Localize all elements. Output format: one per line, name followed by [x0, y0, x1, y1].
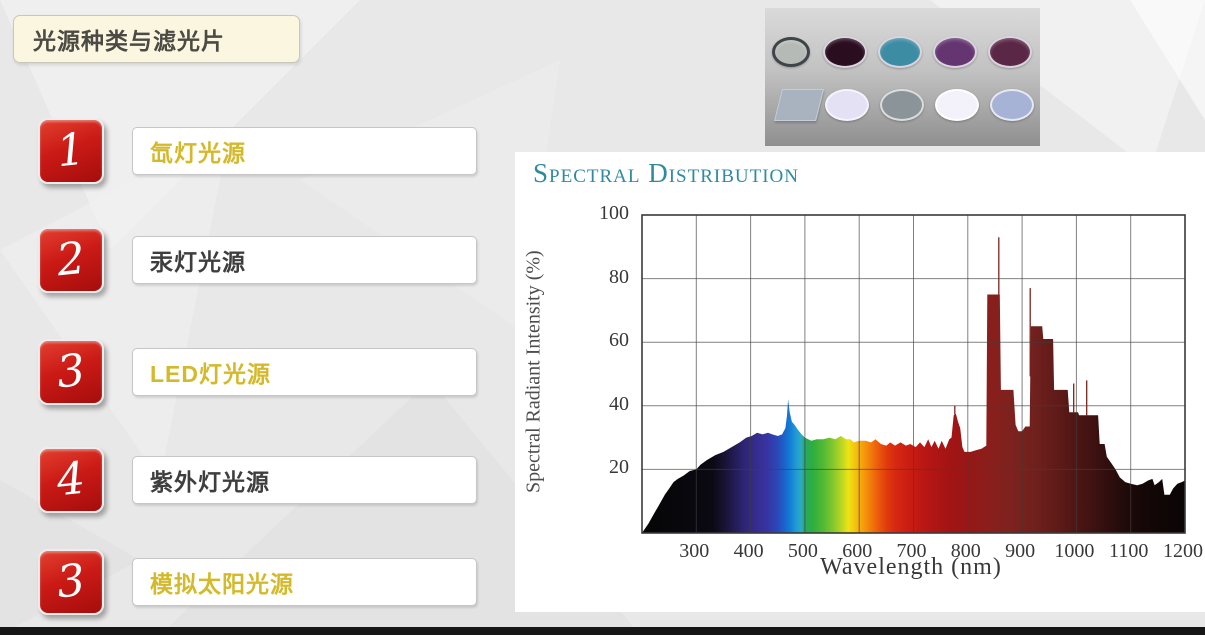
x-axis-label: Wavelength (nm): [820, 554, 1002, 580]
item-label: LED灯光源: [150, 361, 271, 387]
lavender-filter: [825, 89, 869, 121]
y-tick-100: 100: [599, 202, 629, 224]
x-tick-1000: 1000: [1054, 540, 1095, 562]
x-tick-1100: 1100: [1109, 540, 1149, 562]
item-label-box-4: 紫外灯光源: [132, 456, 477, 504]
gray-filter: [880, 89, 924, 121]
badge-number: 1: [54, 123, 88, 178]
slide-bottom-bar: [0, 627, 1205, 635]
item-badge-2: 2: [38, 227, 104, 293]
x-tick-400: 400: [733, 540, 764, 562]
spectrum-plot: [641, 214, 1186, 534]
plot-frame: [641, 214, 1186, 534]
item-badge-1: 1: [38, 118, 104, 184]
y-tick-80: 80: [609, 265, 629, 288]
item-badge-3: 3: [38, 339, 104, 405]
item-label: 紫外灯光源: [150, 469, 270, 495]
slide-title-box: 光源种类与滤光片: [13, 15, 300, 63]
filters-photo: [765, 8, 1040, 146]
purple-filter: [933, 36, 977, 68]
x-tick-900: 900: [1005, 540, 1036, 562]
gray-lens-filter: [772, 37, 810, 67]
plum-filter: [988, 36, 1032, 68]
item-badge-5: 3: [38, 549, 104, 615]
badge-number: 3: [54, 554, 88, 609]
x-tick-500: 500: [787, 540, 818, 562]
x-tick-1200: 1200: [1163, 540, 1203, 562]
item-label: 模拟太阳光源: [150, 571, 294, 597]
x-tick-300: 300: [679, 540, 710, 562]
spectrum-area: [642, 294, 1185, 533]
y-tick-60: 60: [609, 329, 629, 352]
badge-number: 2: [54, 232, 88, 287]
slide-title: 光源种类与滤光片: [33, 28, 225, 54]
item-label-box-1: 氙灯光源: [132, 127, 477, 175]
dark-maroon-filter: [823, 36, 867, 68]
teal-filter: [878, 36, 922, 68]
periwinkle-filter: [990, 89, 1034, 121]
spectral-chart-panel: Spectral Distribution Spectral Radiant I…: [515, 152, 1205, 612]
item-label-box-3: LED灯光源: [132, 348, 477, 396]
chart-title: Spectral Distribution: [533, 158, 799, 188]
item-label-box-2: 汞灯光源: [132, 236, 477, 284]
y-tick-20: 20: [609, 456, 629, 479]
y-tick-40: 40: [609, 392, 629, 415]
badge-number: 4: [54, 452, 88, 507]
x-tick-700: 700: [896, 540, 927, 562]
white-filter: [935, 89, 979, 121]
y-axis-label: Spectral Radiant Intensity (%): [522, 250, 545, 494]
item-label-box-5: 模拟太阳光源: [132, 558, 477, 606]
item-badge-4: 4: [38, 447, 104, 513]
item-label: 氙灯光源: [150, 140, 246, 166]
x-tick-800: 800: [950, 540, 981, 562]
square-glass-filter: [774, 89, 824, 121]
item-label: 汞灯光源: [150, 249, 246, 275]
x-tick-600: 600: [842, 540, 873, 562]
badge-number: 3: [54, 344, 88, 399]
